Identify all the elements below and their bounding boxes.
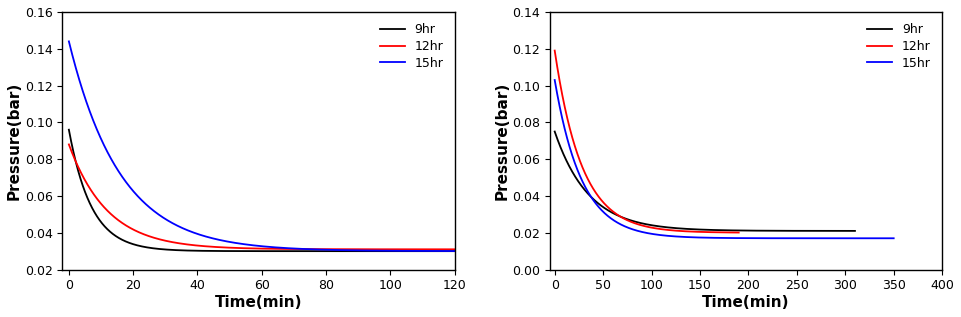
15hr [888,236,899,240]
15hr [441,249,453,253]
12hr [549,49,560,53]
15hr [549,78,560,82]
9hr [63,128,75,132]
Line: 9hr: 9hr [554,132,855,231]
Line: 15hr: 15hr [554,80,894,238]
15hr [63,40,75,43]
9hr [811,229,823,233]
12hr [228,246,239,250]
9hr [130,243,141,247]
12hr [130,229,141,233]
Line: 9hr: 9hr [69,130,455,251]
15hr [845,236,856,240]
X-axis label: Time(min): Time(min) [702,295,790,310]
Line: 12hr: 12hr [554,51,739,233]
15hr [400,249,411,253]
12hr [733,231,745,235]
12hr [729,230,741,234]
Y-axis label: Pressure(bar): Pressure(bar) [7,81,22,200]
12hr [570,147,581,151]
12hr [628,221,639,224]
9hr [850,229,861,233]
15hr [881,236,893,240]
9hr [678,227,689,230]
12hr [580,175,592,178]
15hr [130,192,141,196]
15hr [449,249,460,253]
12hr [620,217,631,221]
9hr [228,249,239,253]
9hr [449,249,460,253]
9hr [211,249,223,253]
Line: 12hr: 12hr [69,145,455,249]
15hr [694,236,705,239]
15hr [228,241,239,244]
12hr [107,214,118,218]
9hr [601,208,612,211]
Legend: 9hr, 12hr, 15hr: 9hr, 12hr, 15hr [375,18,449,75]
Line: 15hr: 15hr [69,42,455,251]
Legend: 9hr, 12hr, 15hr: 9hr, 12hr, 15hr [862,18,936,75]
12hr [63,143,75,146]
15hr [678,235,690,239]
12hr [449,247,460,251]
Y-axis label: Pressure(bar): Pressure(bar) [494,81,509,200]
9hr [400,249,411,253]
12hr [441,247,453,251]
9hr [549,130,560,133]
9hr [107,232,118,236]
12hr [400,247,411,251]
9hr [664,226,676,230]
15hr [587,198,599,202]
9hr [843,229,854,233]
12hr [709,230,721,234]
15hr [107,160,118,164]
9hr [441,249,453,253]
9hr [583,193,595,197]
X-axis label: Time(min): Time(min) [215,295,303,310]
12hr [211,245,223,249]
15hr [607,218,619,222]
15hr [211,237,223,241]
